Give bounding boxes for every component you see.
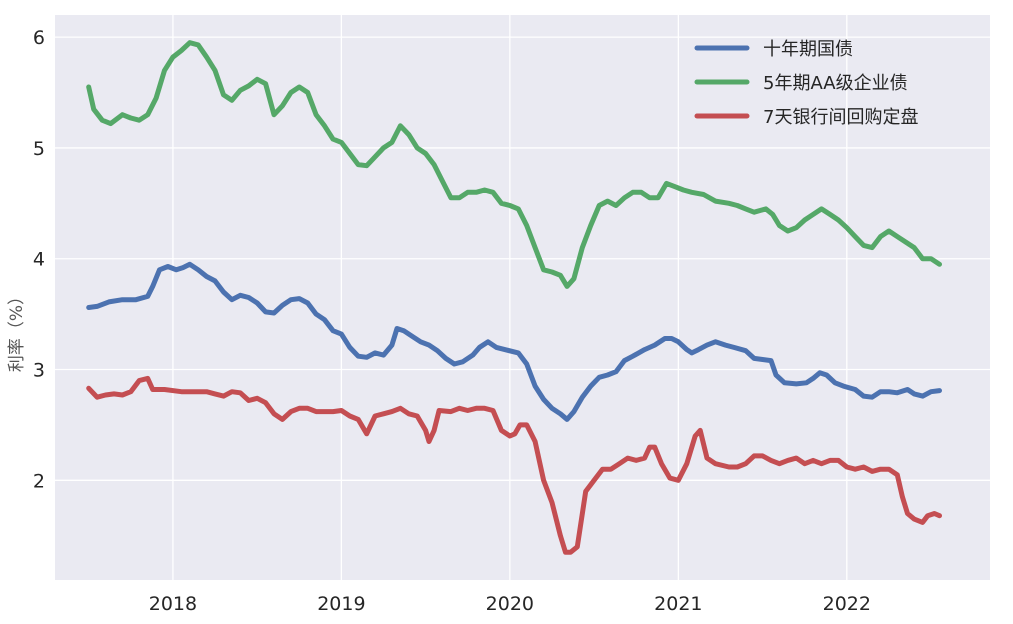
series-lines (86, 40, 942, 555)
y-axis-label: 利率（%） (7, 288, 27, 372)
y-tick-label: 2 (33, 470, 45, 492)
legend: 十年期国债 5年期AA级企业债 7天银行间回购定盘 (694, 39, 918, 128)
y-tick-label: 6 (33, 27, 45, 49)
x-tick-label: 2019 (317, 593, 365, 615)
series-line-1 (86, 261, 942, 422)
y-tick-label: 5 (33, 138, 45, 160)
legend-label: 7天银行间回购定盘 (763, 107, 918, 128)
x-tick-label: 2018 (149, 593, 197, 615)
x-tick-label: 2021 (654, 593, 702, 615)
x-axis-ticks: 2018 2019 2020 2021 2022 (149, 593, 871, 615)
y-axis-ticks: 2 3 4 5 6 (33, 27, 45, 492)
legend-label: 5年期AA级企业债 (763, 73, 908, 94)
y-tick-label: 4 (33, 249, 45, 271)
series-line-3 (86, 375, 942, 555)
legend-label: 十年期国债 (763, 39, 853, 60)
plot-area (55, 15, 990, 580)
series-line-2 (86, 40, 942, 289)
grid (55, 15, 990, 580)
x-tick-label: 2022 (823, 593, 871, 615)
x-tick-label: 2020 (486, 593, 534, 615)
y-tick-label: 3 (33, 360, 45, 382)
